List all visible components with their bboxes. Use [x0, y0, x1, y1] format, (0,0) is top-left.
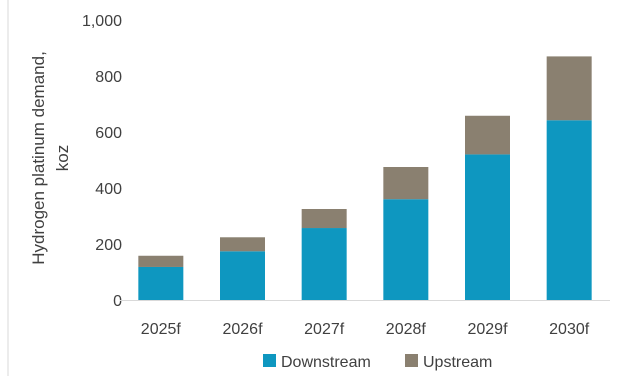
y-axis-ticks: 0 200 400 600 800 1,000 — [82, 13, 122, 310]
x-tick-label: 2026f — [222, 321, 263, 338]
legend: Downstream Upstream — [263, 354, 492, 371]
x-tick-label: 2028f — [386, 321, 427, 338]
bar-upstream-2025f — [138, 255, 184, 267]
bar-upstream-2030f — [546, 56, 592, 121]
legend-swatch-upstream — [405, 354, 418, 367]
x-tick-label: 2029f — [467, 321, 508, 338]
bar-upstream-2027f — [301, 209, 347, 229]
bar-downstream-2026f — [220, 251, 265, 300]
y-tick-label: 400 — [95, 181, 122, 198]
x-tick-label: 2027f — [304, 321, 345, 338]
y-tick-label: 1,000 — [82, 13, 122, 30]
x-tick-label: 2030f — [549, 321, 590, 338]
y-tick-label: 200 — [95, 237, 122, 254]
bar-upstream-2029f — [465, 115, 510, 155]
x-axis-ticks: 2025f 2026f 2027f 2028f 2029f 2030f — [141, 321, 590, 338]
y-tick-label: 600 — [95, 125, 122, 142]
x-tick-label: 2025f — [141, 321, 182, 338]
legend-label-downstream: Downstream — [281, 354, 371, 371]
bar-upstream-2028f — [383, 167, 429, 200]
legend-label-upstream: Upstream — [423, 354, 492, 371]
bars-group — [138, 56, 592, 301]
y-axis-label-line-2: koz — [53, 145, 72, 171]
y-tick-label: 0 — [113, 293, 122, 310]
bar-downstream-2025f — [138, 266, 184, 300]
y-axis-label-line-1: Hydrogen platinum demand, — [29, 51, 48, 265]
bar-upstream-2026f — [220, 237, 265, 252]
bar-downstream-2028f — [383, 199, 429, 300]
bar-downstream-2027f — [301, 228, 347, 300]
bar-downstream-2029f — [465, 154, 510, 300]
bar-downstream-2030f — [546, 120, 592, 301]
y-tick-label: 800 — [95, 69, 122, 86]
legend-swatch-downstream — [263, 354, 276, 367]
